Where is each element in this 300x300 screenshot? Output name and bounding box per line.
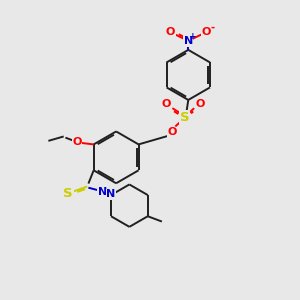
Text: O: O [73, 137, 82, 147]
Text: S: S [63, 188, 73, 200]
Text: +: + [189, 32, 196, 41]
Text: -: - [210, 23, 214, 33]
Text: S: S [180, 110, 190, 124]
Text: O: O [161, 99, 171, 109]
Text: N: N [98, 187, 107, 197]
Text: O: O [166, 27, 175, 37]
Text: N: N [106, 190, 116, 200]
Text: O: O [201, 27, 211, 37]
Text: O: O [168, 127, 177, 137]
Text: O: O [196, 99, 205, 109]
Text: N: N [184, 36, 193, 46]
